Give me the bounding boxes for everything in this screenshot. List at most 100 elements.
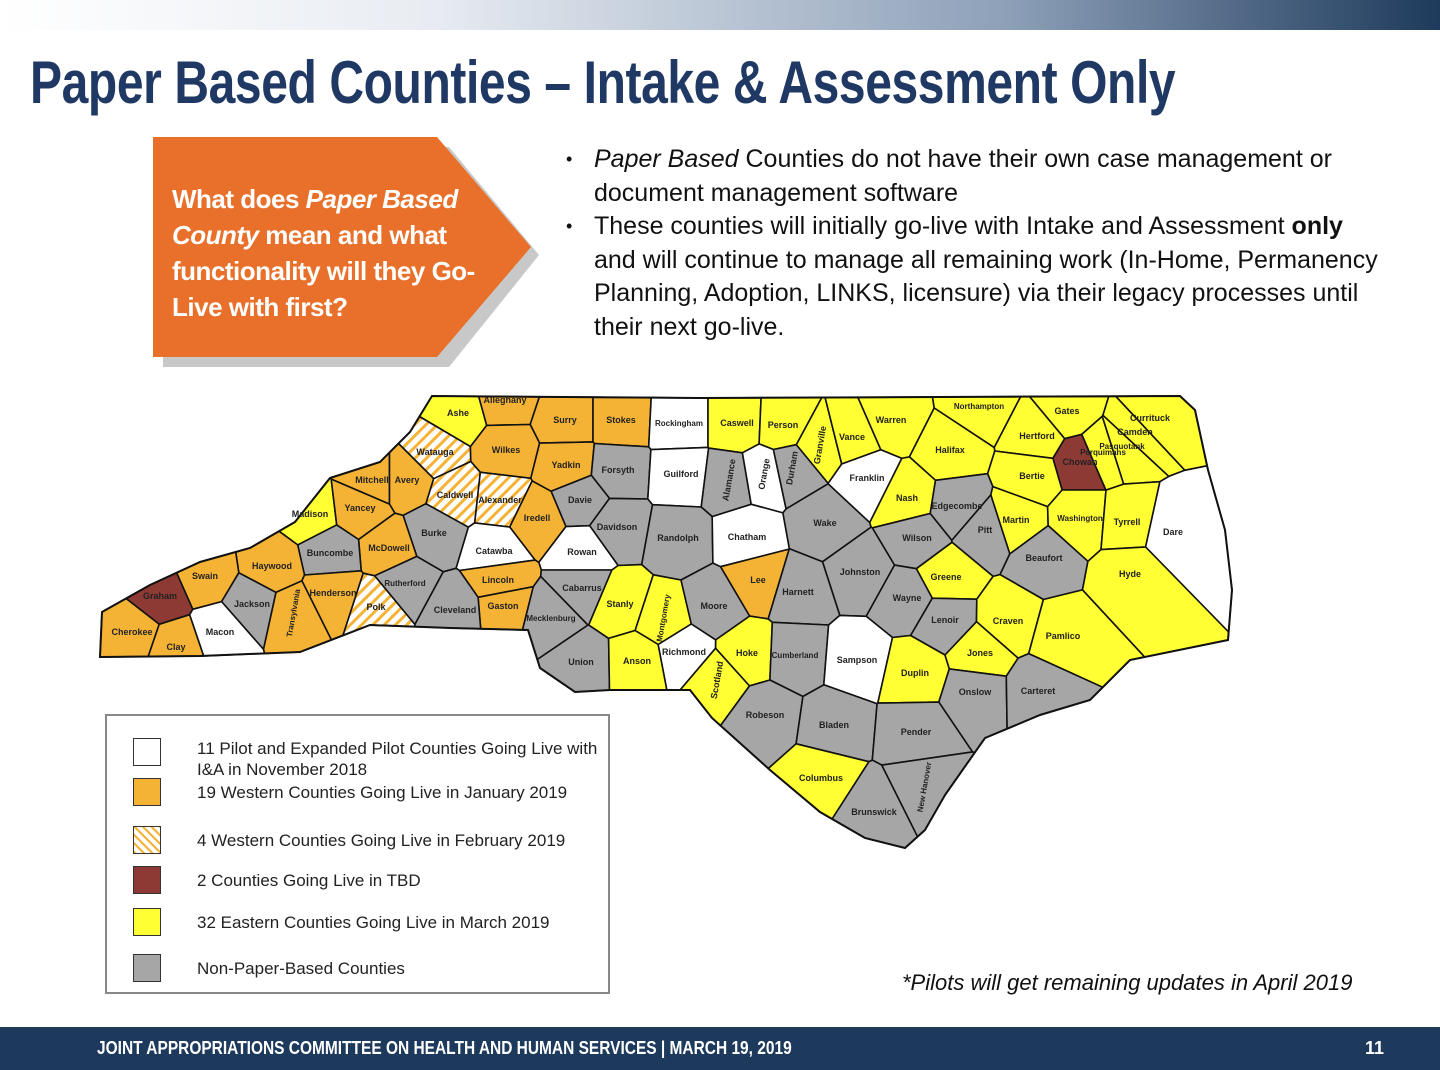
county-label: Perquimans: [1080, 448, 1126, 457]
county-label: Buncombe: [307, 548, 354, 558]
county-label: Lincoln: [482, 575, 514, 585]
county-label: Alexander: [478, 495, 522, 505]
county-label: Avery: [395, 475, 420, 485]
county-label: Washington: [1057, 514, 1103, 523]
county-label: Clay: [166, 642, 185, 652]
page-title: Paper Based Counties – Intake & Assessme…: [30, 49, 1176, 116]
county-label: Martin: [1003, 515, 1030, 525]
county-label: Burke: [421, 528, 447, 538]
county-label: Pasquotank: [1099, 442, 1145, 451]
county-label: Rowan: [567, 547, 597, 557]
text-segment: and will continue to manage all remainin…: [594, 245, 1378, 341]
county-label: Davidson: [597, 522, 638, 532]
legend-label: 19 Western Counties Going Live in Januar…: [197, 783, 568, 802]
county-label: Cumberland: [772, 651, 819, 660]
county-label: Wilson: [902, 533, 931, 543]
county-label: Craven: [993, 616, 1024, 626]
county-label: Rutherford: [384, 579, 425, 588]
page-number: 11: [1364, 1038, 1384, 1058]
county-label: Yadkin: [551, 460, 580, 470]
county-label: Franklin: [849, 473, 884, 483]
county-label: Camden: [1117, 427, 1153, 437]
county-label: Forsyth: [601, 465, 634, 475]
county-label: Gaston: [487, 601, 518, 611]
legend-label: 32 Eastern Counties Going Live in March …: [197, 913, 550, 932]
county-label: Pender: [901, 727, 932, 737]
text-segment: What does: [172, 184, 306, 214]
legend-item-mar: 32 Eastern Counties Going Live in March …: [133, 908, 617, 936]
legend-swatch: [133, 908, 161, 936]
footer-text: JOINT APPROPRIATIONS COMMITTEE ON HEALTH…: [97, 1038, 792, 1058]
county-label: Richmond: [662, 647, 706, 657]
county-label: Madison: [292, 509, 329, 519]
state-outline: [98, 394, 1234, 850]
text-segment: mean and what functionality will they Go…: [172, 220, 475, 322]
county-label: Person: [768, 420, 799, 430]
county-label: Alleghany: [483, 395, 526, 405]
legend-label: 4 Western Counties Going Live in Februar…: [197, 831, 566, 850]
county-label: Caldwell: [437, 490, 474, 500]
callout-text: What does Paper Based County mean and wh…: [172, 181, 492, 325]
bullet-list: • Paper Based Counties do not have their …: [566, 143, 1386, 344]
county-label: Randolph: [657, 533, 699, 543]
county-label: Bertie: [1019, 471, 1045, 481]
legend-item-feb: 4 Western Counties Going Live in Februar…: [133, 826, 617, 854]
county-label: Northampton: [954, 402, 1004, 411]
county-label: Wayne: [893, 593, 922, 603]
county-label: Vance: [839, 432, 865, 442]
county-label: Carteret: [1021, 686, 1056, 696]
county-label: Dare: [1163, 527, 1183, 537]
legend-item-jan: 19 Western Counties Going Live in Januar…: [133, 778, 617, 806]
callout-shape: [153, 137, 531, 357]
county-label: Robeson: [746, 710, 785, 720]
county-label: Rockingham: [655, 419, 703, 428]
county-label: Onslow: [959, 687, 993, 697]
county-label: Iredell: [524, 513, 551, 523]
county-label: Beaufort: [1025, 553, 1062, 563]
map-legend: 11 Pilot and Expanded Pilot Counties Goi…: [105, 714, 610, 994]
county-label: Macon: [206, 627, 235, 637]
county-label: Ashe: [447, 408, 469, 418]
county-label: Gates: [1054, 406, 1079, 416]
county-label: Guilford: [664, 469, 699, 479]
county-label: Swain: [192, 571, 218, 581]
county-label: Stanly: [606, 599, 633, 609]
county-label: Moore: [701, 601, 728, 611]
bullet-item: • Paper Based Counties do not have their …: [566, 143, 1386, 210]
legend-item-non: Non-Paper-Based Counties: [133, 954, 617, 982]
top-gradient-bar: [0, 0, 1440, 30]
county-label: Union: [568, 657, 594, 667]
county-label: Henderson: [309, 588, 356, 598]
legend-label: Non-Paper-Based Counties: [197, 959, 405, 978]
county-label: Mitchell: [355, 475, 389, 485]
county-label: Brunswick: [851, 807, 898, 817]
legend-label: 2 Counties Going Live in TBD: [197, 871, 421, 890]
county-label: McDowell: [368, 543, 410, 553]
county-label: Cleveland: [434, 605, 477, 615]
county-label: Greene: [930, 572, 961, 582]
bullet-dot: •: [566, 216, 573, 236]
callout-arrow: What does Paper Based County mean and wh…: [153, 137, 539, 367]
county-label: Caswell: [720, 418, 754, 428]
county-label: Hoke: [736, 648, 758, 658]
legend-swatch: [133, 954, 161, 982]
county-label: Davie: [568, 495, 592, 505]
county-label: Cabarrus: [562, 583, 602, 593]
text-segment: only: [1291, 212, 1343, 240]
county-label: Wilkes: [492, 445, 520, 455]
county-label: Bladen: [819, 720, 849, 730]
county-label: Halifax: [935, 445, 965, 455]
county-label: Duplin: [901, 668, 929, 678]
county-label: Sampson: [837, 655, 878, 665]
county-label: Haywood: [252, 561, 292, 571]
county-label: Nash: [896, 493, 918, 503]
legend-item-pilot: 11 Pilot and Expanded Pilot Counties Goi…: [133, 738, 617, 780]
county-label: Pamlico: [1046, 631, 1081, 641]
bullet-dot: •: [566, 149, 573, 169]
county-label: Jones: [967, 648, 993, 658]
county-label: Graham: [143, 591, 177, 601]
text-segment: Paper Based County: [172, 184, 458, 250]
county-label: Chowan: [1063, 457, 1098, 467]
footer-bar: JOINT APPROPRIATIONS COMMITTEE ON HEALTH…: [0, 1027, 1440, 1070]
